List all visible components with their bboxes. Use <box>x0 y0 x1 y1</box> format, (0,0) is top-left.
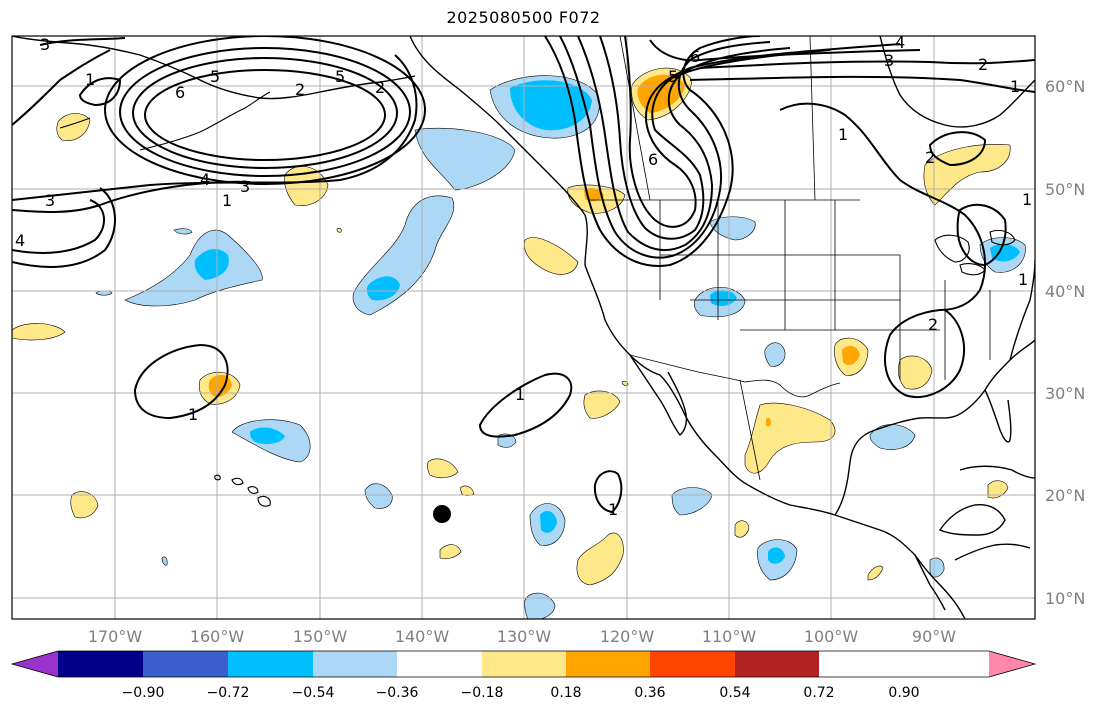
contour-label: 6 <box>648 150 658 169</box>
contour-label: 6 <box>690 47 700 66</box>
contour-label: 2 <box>295 80 305 99</box>
colorbar-segment <box>397 651 482 677</box>
contour-label: 4 <box>895 33 905 52</box>
lat-label: 30°N <box>1045 384 1085 403</box>
colorbar-segment <box>650 651 735 677</box>
colorbar-tick-label: 0.54 <box>719 685 750 701</box>
contour-label: 2 <box>925 148 935 167</box>
contour-label: 2 <box>375 78 385 97</box>
contour-label: 1 <box>608 500 618 519</box>
lon-label: 100°W <box>804 627 859 646</box>
colorbar-tick-label: 0.72 <box>803 685 834 701</box>
storm-position-marker <box>433 505 451 523</box>
colorbar-tick-label: −0.72 <box>207 685 250 701</box>
contour-label: 1 <box>1010 77 1020 96</box>
contour-label: 1 <box>85 70 95 89</box>
shaded-anomalies <box>12 67 1026 619</box>
map-title: 2025080500 F072 <box>446 8 601 27</box>
contour-label: 2 <box>978 55 988 74</box>
map-frame <box>11 35 1036 620</box>
lon-label: 130°W <box>497 627 552 646</box>
lat-label: 40°N <box>1045 282 1085 301</box>
lon-label: 110°W <box>702 627 757 646</box>
lon-label: 170°W <box>88 627 143 646</box>
longitude-labels: 170°W 160°W 150°W 140°W 130°W 120°W 110°… <box>88 627 956 646</box>
contour-label: 1 <box>838 125 848 144</box>
colorbar-segment <box>735 651 819 677</box>
colorbar-arrow-low <box>12 651 58 677</box>
contour-label: 5 <box>668 67 678 86</box>
colorbar-outline <box>10 650 1037 678</box>
colorbar: −0.90 −0.72 −0.54 −0.36 −0.18 0.18 0.36 … <box>10 650 1037 701</box>
contour-label-group: 3 1 6 5 5 2 2 4 3 1 3 4 6 5 6 4 3 2 1 1 … <box>15 33 1032 519</box>
political-borders <box>590 36 991 481</box>
contour-label: 1 <box>188 405 198 424</box>
colorbar-tick-label: 0.18 <box>550 685 581 701</box>
colorbar-segment <box>228 651 313 677</box>
contour-label: 1 <box>1018 270 1028 289</box>
lon-label: 140°W <box>395 627 450 646</box>
colorbar-segment <box>58 651 143 677</box>
contour-label: 4 <box>200 170 210 189</box>
lat-label: 60°N <box>1045 77 1085 96</box>
lon-label: 90°W <box>912 627 956 646</box>
colorbar-tick-label: 0.36 <box>634 685 665 701</box>
contour-label: 5 <box>210 67 220 86</box>
lon-label: 160°W <box>190 627 245 646</box>
contour-label: 5 <box>335 67 345 86</box>
contour-label: 3 <box>884 51 894 70</box>
colorbar-tick-label: −0.18 <box>461 685 504 701</box>
colorbar-tick-label: 0.90 <box>888 685 919 701</box>
colorbar-tick-label: −0.36 <box>376 685 419 701</box>
colorbar-segment <box>313 651 397 677</box>
contour-label: 6 <box>175 83 185 102</box>
contour-lines <box>12 36 1035 514</box>
colorbar-tick-label: −0.90 <box>122 685 165 701</box>
contour-label: 3 <box>240 177 250 196</box>
colorbar-arrow-high <box>989 651 1035 677</box>
lat-label: 10°N <box>1045 589 1085 608</box>
colorbar-tick-label: −0.54 <box>292 685 335 701</box>
contour-label: 3 <box>40 35 50 54</box>
contour-label: 4 <box>15 231 25 250</box>
gridlines <box>12 36 1035 619</box>
latitude-labels: 60°N 50°N 40°N 30°N 20°N 10°N <box>1045 77 1085 608</box>
colorbar-segment <box>566 651 650 677</box>
lon-label: 150°W <box>293 627 348 646</box>
lat-label: 20°N <box>1045 486 1085 505</box>
lat-label: 50°N <box>1045 180 1085 199</box>
colorbar-segment <box>143 651 228 677</box>
contour-label: 1 <box>1022 190 1032 209</box>
lon-label: 120°W <box>600 627 655 646</box>
contour-label: 1 <box>222 191 232 210</box>
contour-label: 3 <box>45 191 55 210</box>
contour-label: 2 <box>928 315 938 334</box>
colorbar-segment <box>482 651 566 677</box>
contour-label: 1 <box>515 385 525 404</box>
